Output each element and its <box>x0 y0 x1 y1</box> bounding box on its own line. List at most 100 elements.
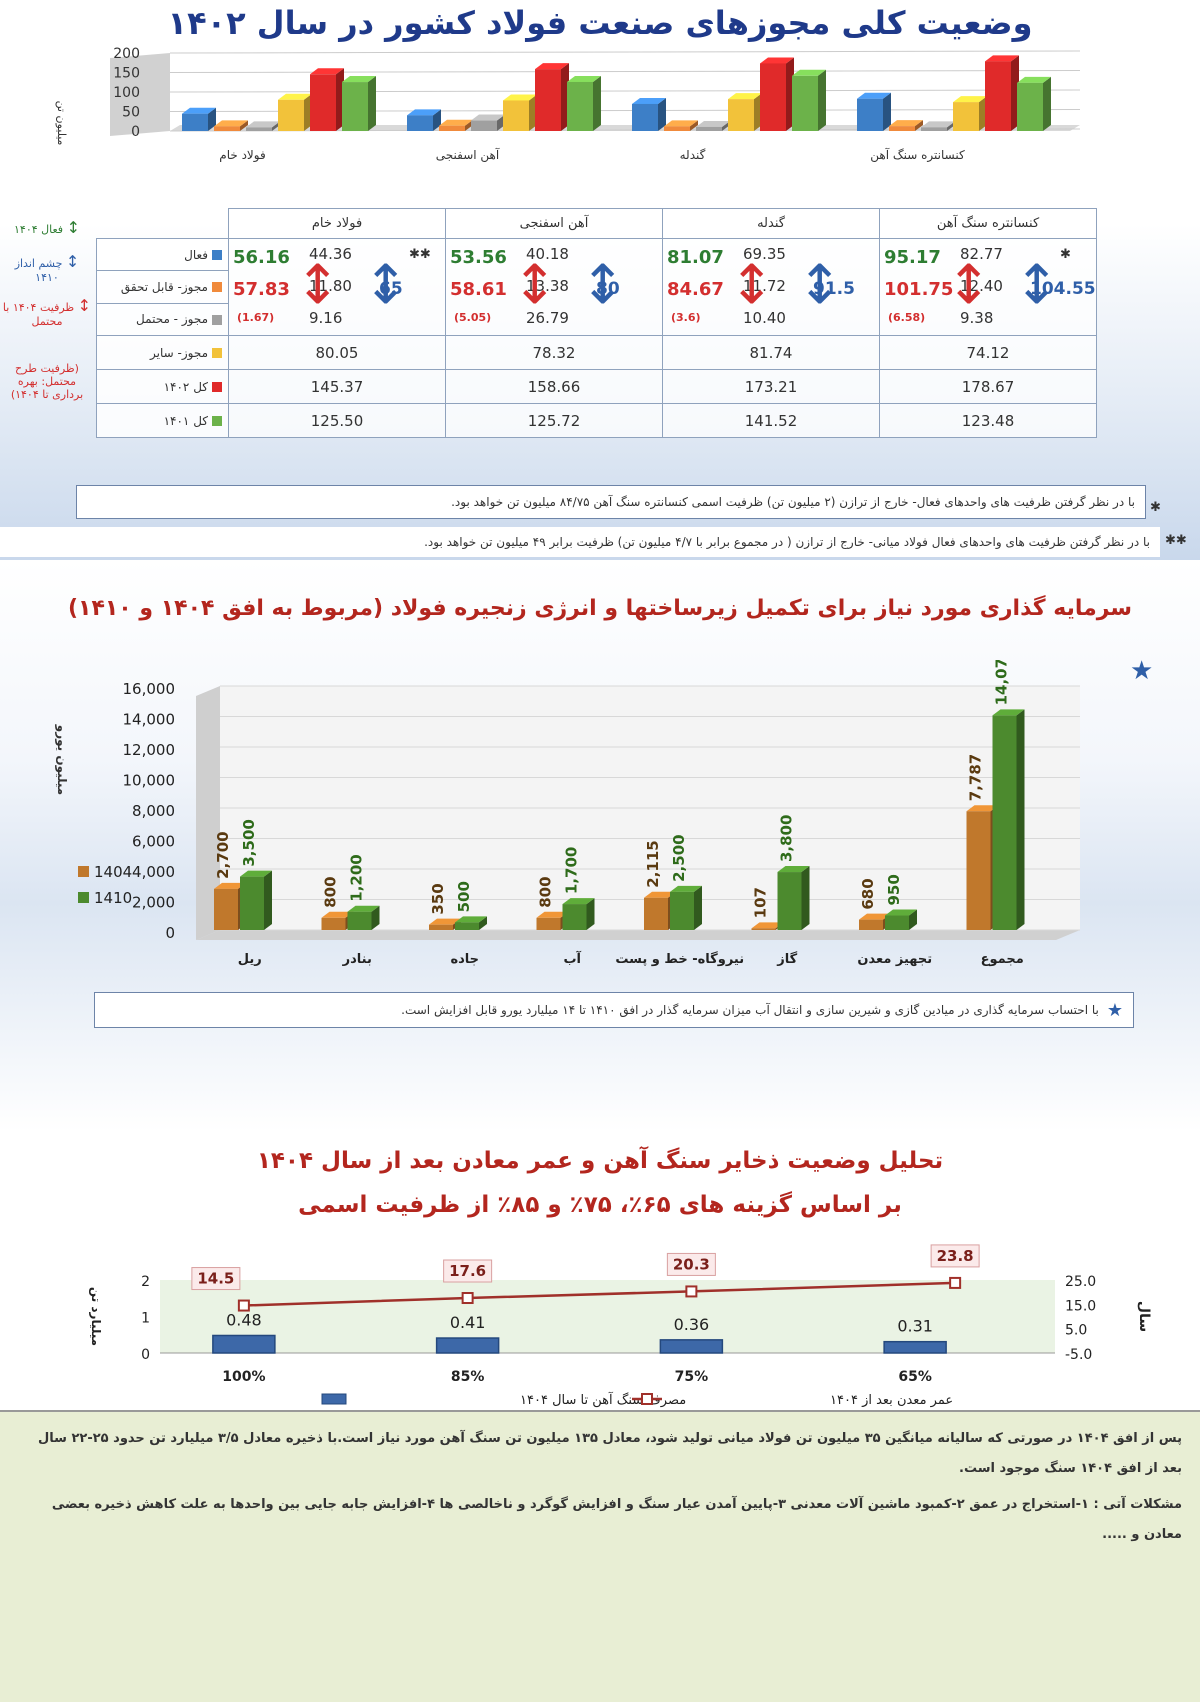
data-label: 350 <box>429 883 447 914</box>
legend-swatch <box>212 282 222 293</box>
line-label-box <box>443 1259 493 1283</box>
table-cell: 11.80 <box>309 277 352 295</box>
table-cell: 125.50 <box>228 403 446 438</box>
category-label: 65% <box>898 1369 932 1385</box>
note2-text: با در نظر گرفتن ظرفیت های واحدهای فعال ف… <box>424 535 1150 549</box>
y-tick-label: 10,000 <box>123 772 176 790</box>
bar-0-3 <box>182 107 216 131</box>
blue-arrow-icon: ↕ <box>580 253 626 316</box>
table-cell: 141.52 <box>662 403 880 438</box>
capacity-1404-value: 58.61 <box>450 279 507 300</box>
line-marker <box>237 1299 250 1312</box>
table-cell: 69.35 <box>743 245 786 263</box>
y-left-tick-label: 1 <box>141 1311 150 1327</box>
bar-2-2 <box>471 114 505 131</box>
table-cell: 81.74 <box>662 335 880 370</box>
y-right-tick-label: 5.0 <box>1065 1323 1087 1339</box>
y-right-axis-label: سال <box>1136 1301 1152 1332</box>
table-cell: 9.38 <box>960 309 994 327</box>
bar-3-2 <box>503 94 537 131</box>
table-cell: 74.12 <box>879 335 1097 370</box>
data-label: 7,787 <box>967 754 985 801</box>
category-label: 100% <box>222 1369 265 1385</box>
active-1404-value: 56.16 <box>233 247 290 268</box>
y-left-axis-label: میلیارد تن <box>89 1287 103 1346</box>
investment-title: سرمایه گذاری مورد نیاز برای تکمیل زیرساخ… <box>67 596 1133 621</box>
bar-1410-2 <box>455 916 487 930</box>
table-cell: 178.67 <box>879 369 1097 404</box>
category-label: گاز <box>776 951 797 967</box>
y-tick-label: 12,000 <box>123 741 176 759</box>
reserve-bar <box>435 1337 500 1354</box>
table-cell: 26.79 <box>526 309 569 327</box>
summary-block: 40.18 13.38 26.79 53.56 58.61 (5.05) 80 ↕ ↕ <box>446 239 662 335</box>
bar-data-label: 0.48 <box>226 1310 262 1329</box>
line-label-box <box>666 1252 716 1276</box>
category-label: آهن اسفنجی <box>436 147 500 163</box>
table-cell: 173.21 <box>662 369 880 404</box>
bar-1410-6 <box>885 909 917 930</box>
investment-note-star-icon: ★ <box>1106 999 1123 1021</box>
probable-capacity-value: (3.6) <box>671 311 701 324</box>
category-label: آب <box>563 950 581 967</box>
reserves-title-line2: بر اساس گزینه های ۶۵٪، ۷۵٪ و ۸۵٪ از ظرفی… <box>298 1192 902 1218</box>
category-label: تجهیز معدن <box>857 952 932 967</box>
line-data-label: 20.3 <box>673 1255 710 1273</box>
table-header-crude-steel: فولاد خام <box>228 208 446 239</box>
data-label: 3,500 <box>240 819 258 866</box>
bar-3-1 <box>728 93 762 131</box>
table-cell: 125.72 <box>445 403 663 438</box>
probable-capacity-value: (5.05) <box>454 311 492 324</box>
summary-cell-concentrate: 82.77 12.40 9.38 95.17 101.75 (6.58) 104.55 ✱ ↕ ↕ <box>879 238 1097 336</box>
row-label-total-1402: کل ۱۴۰۲ <box>96 369 229 404</box>
investment-star-icon: ★ <box>1130 656 1154 686</box>
y-tick-label: 100 <box>113 85 140 101</box>
category-label: بنادر <box>342 952 372 967</box>
blue-arrow-icon: ↕ <box>363 253 409 316</box>
vision-1410-value: 104.55 <box>1030 279 1096 299</box>
chart-floor <box>196 930 1080 940</box>
bar-0-1 <box>632 97 666 131</box>
investment-3d-bar-chart: 2,700 3,500 800 1,200 350 500 800 1,700 2,115 2,5… <box>54 660 1080 967</box>
category-label: ریل <box>238 952 262 967</box>
probable-capacity-value: (1.67) <box>237 311 275 324</box>
line-data-label: 23.8 <box>937 1247 974 1265</box>
legend-bar-swatch <box>321 1393 347 1405</box>
capacity-1404-value: 57.83 <box>233 279 290 300</box>
line-data-label: 14.5 <box>197 1270 234 1288</box>
data-label: 800 <box>322 876 340 907</box>
active-1404-value: 81.07 <box>667 247 724 268</box>
legend-swatch <box>212 416 222 426</box>
category-label: مجموع <box>981 952 1024 967</box>
bar-1410-0 <box>240 870 272 930</box>
line-data-label: 17.6 <box>449 1262 486 1280</box>
y-right-tick-label: -5.0 <box>1065 1347 1092 1363</box>
legend-swatch <box>212 250 222 261</box>
gridline <box>169 50 1081 54</box>
bar-1410-5 <box>777 866 810 930</box>
table-cell: 158.66 <box>445 369 663 404</box>
mine-life-line <box>243 1281 956 1307</box>
bar-4-1 <box>760 57 794 131</box>
y-left-tick-label: 2 <box>141 1274 150 1290</box>
permits-title: وضعیت کلی مجوزهای صنعت فولاد کشور در سال… <box>167 4 1033 42</box>
investment-note-text: با احتساب سرمایه گذاری در میادین گازی و … <box>401 1003 1099 1017</box>
legend-swatch <box>78 892 89 903</box>
bar-5-3 <box>342 76 376 131</box>
line-label-box <box>930 1244 980 1268</box>
summary-cell-sponge-iron: 40.18 13.38 26.79 53.56 58.61 (5.05) 80 ↕ ↕ <box>445 238 663 336</box>
row-label-achievable: مجوز- قابل تحقق <box>96 270 229 304</box>
category-label: 85% <box>451 1369 485 1385</box>
bar-3-3 <box>278 93 312 131</box>
row-label-probable: مجوز - محتمل <box>96 302 229 337</box>
y-tick-label: 16,000 <box>123 680 176 698</box>
line-marker <box>949 1276 962 1289</box>
table-cell: 11.72 <box>743 277 786 295</box>
reserves-title-line1: تحلیل وضعیت ذخایر سنگ آهن و عمر معادن بع… <box>256 1148 944 1174</box>
vision-1410-value: 80 <box>596 279 620 299</box>
table-cell: 123.48 <box>879 403 1097 438</box>
bar-1410-1 <box>347 905 380 930</box>
bar-data-label: 0.36 <box>674 1315 710 1334</box>
summary-block: 44.36 11.80 9.16 56.16 57.83 (1.67) 65 ✱✱ ↕ ↕ <box>229 239 445 335</box>
capacity-1404-value: 101.75 <box>884 279 954 300</box>
